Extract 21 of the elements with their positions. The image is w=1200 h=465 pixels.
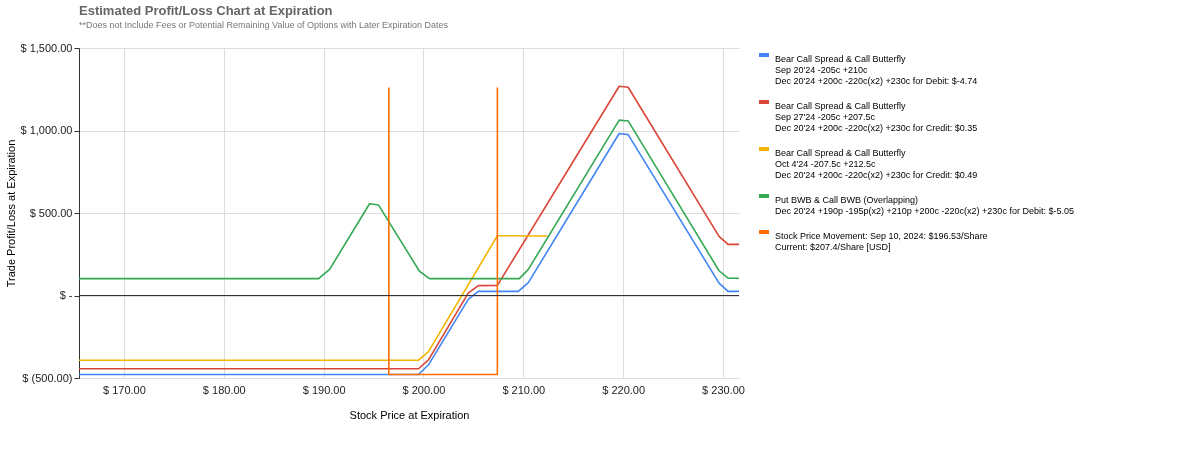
y-tick-label: $ 1,500.00 [20, 41, 73, 54]
x-axis-title: Stock Price at Expiration [349, 408, 470, 421]
x-tick-label: $ 230.00 [702, 383, 745, 396]
legend-label: Bear Call Spread & Call Butterfly Oct 4'24 -207.5c +212.5c Dec 20'24 +200c -220c(x2) +230c for Credit: $0.49 [775, 148, 978, 180]
legend-label: Bear Call Spread & Call Butterfly Sep 27'24 -205c +207.5c Dec 20'24 +200c -220c(x2) +230c for Credit: $0.35 [775, 101, 978, 133]
y-tick-label: $ (500.00) [22, 371, 73, 384]
y-tick-label: $ 1,000.00 [20, 124, 73, 136]
x-tick-label: $ 190.00 [302, 383, 346, 396]
x-tick-label: $ 200.00 [402, 383, 446, 396]
x-tick-label: $ 180.00 [202, 383, 246, 396]
legend-label: Put BWB & Call BWB (Overlapping) Dec 20'24 +190p -195p(x2) +210p +200c -220c(x2) +230c for Debit: $-5.05 [775, 195, 1074, 216]
x-tick-label: $ 220.00 [602, 383, 646, 396]
legend-label: Bear Call Spread & Call Butterfly Sep 20'24 -205c +210c Dec 20'24 +200c -220c(x2) +230c for Debit: $-4.74 [775, 54, 978, 86]
chart-subtitle: **Does not Include Fees or Potential Remaining Value of Options with Later Expiration Dates [79, 20, 449, 30]
y-axis-title: Trade Profit/Loss at Expiration [4, 139, 17, 288]
x-tick-label: $ 210.00 [502, 383, 546, 396]
y-tick-label: $ - [59, 289, 73, 301]
x-tick-label: $ 170.00 [103, 383, 146, 396]
legend-label: Stock Price Movement: Sep 10, 2024: $196.53/Share Current: $207.4/Share [USD] [775, 231, 988, 252]
y-tick-label: $ 500.00 [29, 206, 73, 219]
chart-title: Estimated Profit/Loss Chart at Expiration [79, 3, 333, 18]
